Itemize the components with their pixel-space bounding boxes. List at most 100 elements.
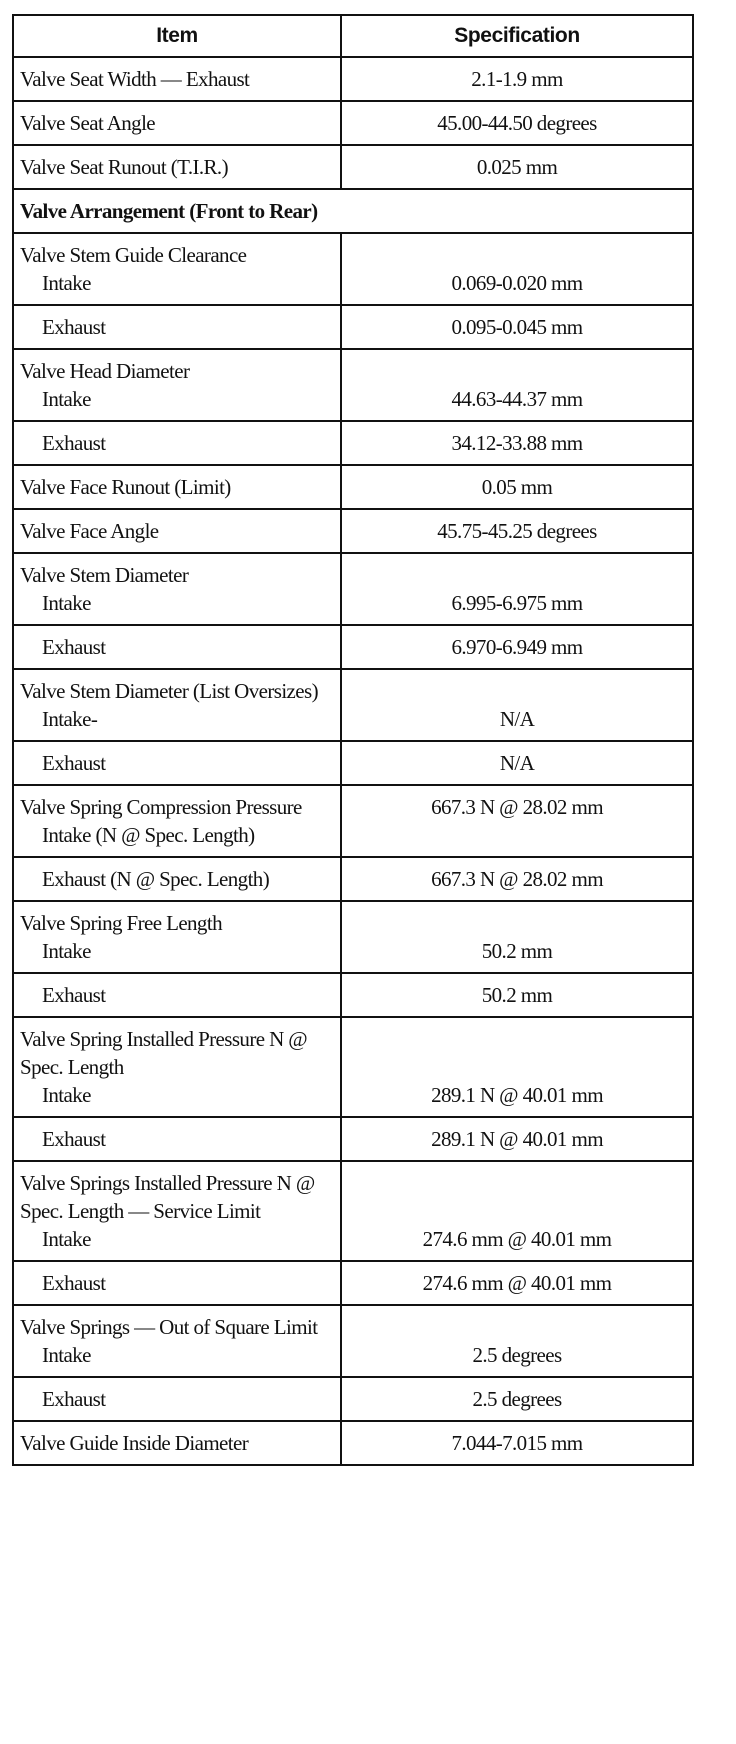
item-cell: Valve Head Diameter Intake: [12, 348, 342, 422]
item-cell: Valve Springs — Out of Square Limit Intak…: [12, 1304, 342, 1378]
table-row: Exhaust 2.5 degrees: [12, 1376, 694, 1422]
item-label: Valve Seat Angle: [20, 111, 156, 135]
sub-item-label: Exhaust: [42, 1271, 106, 1295]
table-row: Valve Face Runout (Limit) 0.05 mm: [12, 464, 694, 510]
table-row: Valve Spring Compression Pressure Intake …: [12, 784, 694, 858]
table-row: Exhaust 0.095-0.045 mm: [12, 304, 694, 350]
item-cell: Valve Guide Inside Diameter: [12, 1420, 342, 1466]
specification-value: N/A: [340, 668, 694, 742]
table-row: Valve Head Diameter Intake 44.63-44.37 mm: [12, 348, 694, 422]
table-row: Exhaust N/A: [12, 740, 694, 786]
table-row: Exhaust 6.970-6.949 mm: [12, 624, 694, 670]
sub-item-label: Intake-: [42, 707, 98, 731]
table-row: Valve Spring Free Length Intake 50.2 mm: [12, 900, 694, 974]
sub-item-label: Intake: [42, 591, 91, 615]
table-row: Valve Spring Installed Pressure N @ Spec…: [12, 1016, 694, 1118]
item-cell: Valve Stem Diameter (List Oversizes) Inta…: [12, 668, 342, 742]
table-row: Exhaust 50.2 mm: [12, 972, 694, 1018]
specification-value: 667.3 N @ 28.02 mm: [340, 856, 694, 902]
sub-item-label: Exhaust: [42, 315, 106, 339]
item-label: Valve Spring Installed Pressure N @ Spec…: [20, 1027, 308, 1079]
specification-value: 45.75-45.25 degrees: [340, 508, 694, 554]
item-label: Valve Seat Runout (T.I.R.): [20, 155, 229, 179]
item-cell: Valve Seat Runout (T.I.R.): [12, 144, 342, 190]
item-cell: Exhaust (N @ Spec. Length): [12, 856, 342, 902]
specification-value: 7.044-7.015 mm: [340, 1420, 694, 1466]
item-label: Valve Spring Free Length: [20, 911, 223, 935]
valve-spec-table: Item Specification Valve Seat Width — Ex…: [12, 14, 694, 1466]
sub-item-label: Exhaust: [42, 983, 106, 1007]
item-cell: Valve Face Runout (Limit): [12, 464, 342, 510]
specification-value: 0.05 mm: [340, 464, 694, 510]
item-cell: Exhaust: [12, 740, 342, 786]
item-cell: Valve Spring Installed Pressure N @ Spec…: [12, 1016, 342, 1118]
table-row: Exhaust 34.12-33.88 mm: [12, 420, 694, 466]
item-cell: Valve Spring Free Length Intake: [12, 900, 342, 974]
sub-item-label: Intake: [42, 1343, 91, 1367]
item-cell: Valve Seat Angle: [12, 100, 342, 146]
item-cell: Valve Spring Compression Pressure Intake …: [12, 784, 342, 858]
section-row: Valve Arrangement (Front to Rear): [12, 188, 694, 234]
table-row: Valve Stem Guide Clearance Intake 0.069-0.…: [12, 232, 694, 306]
table-row: Valve Seat Width — Exhaust 2.1-1.9 mm: [12, 56, 694, 102]
table-row: Valve Stem Diameter (List Oversizes) Inta…: [12, 668, 694, 742]
sub-item-label: Intake: [42, 387, 91, 411]
item-label: Valve Seat Width — Exhaust: [20, 67, 250, 91]
item-label: Valve Stem Guide Clearance: [20, 243, 247, 267]
specification-value: 667.3 N @ 28.02 mm: [340, 784, 694, 858]
specification-value: 289.1 N @ 40.01 mm: [340, 1116, 694, 1162]
item-label: Valve Guide Inside Diameter: [20, 1431, 249, 1455]
item-label: Valve Face Angle: [20, 519, 159, 543]
item-cell: Exhaust: [12, 1260, 342, 1306]
specification-value: 6.995-6.975 mm: [340, 552, 694, 626]
section-title: Valve Arrangement (Front to Rear): [12, 188, 694, 234]
specification-value: 0.069-0.020 mm: [340, 232, 694, 306]
item-label: Valve Springs Installed Pressure N @ Spe…: [20, 1171, 315, 1223]
item-cell: Exhaust: [12, 304, 342, 350]
table-row: Exhaust 289.1 N @ 40.01 mm: [12, 1116, 694, 1162]
sub-item-label: Intake: [42, 939, 91, 963]
table-row: Valve Guide Inside Diameter 7.044-7.015 m…: [12, 1420, 694, 1466]
table-row: Valve Seat Angle 45.00-44.50 degrees: [12, 100, 694, 146]
item-cell: Exhaust: [12, 972, 342, 1018]
specification-value: 45.00-44.50 degrees: [340, 100, 694, 146]
table-row: Exhaust (N @ Spec. Length) 667.3 N @ 28.0…: [12, 856, 694, 902]
item-label: Valve Stem Diameter: [20, 563, 189, 587]
specification-value: 6.970-6.949 mm: [340, 624, 694, 670]
item-cell: Valve Seat Width — Exhaust: [12, 56, 342, 102]
column-header-specification: Specification: [340, 14, 694, 58]
table-row: Valve Stem Diameter Intake 6.995-6.975 mm: [12, 552, 694, 626]
sub-item-label: Intake: [42, 271, 91, 295]
item-label: Valve Springs — Out of Square Limit: [20, 1315, 318, 1339]
item-cell: Valve Face Angle: [12, 508, 342, 554]
sub-item-label: Exhaust: [42, 635, 106, 659]
table-row: Valve Face Angle 45.75-45.25 degrees: [12, 508, 694, 554]
table-row: Valve Seat Runout (T.I.R.) 0.025 mm: [12, 144, 694, 190]
item-cell: Valve Springs Installed Pressure N @ Spe…: [12, 1160, 342, 1262]
sub-item-label: Exhaust: [42, 431, 106, 455]
item-cell: Valve Stem Diameter Intake: [12, 552, 342, 626]
specification-value: 44.63-44.37 mm: [340, 348, 694, 422]
specification-value: 0.025 mm: [340, 144, 694, 190]
table-row: Exhaust 274.6 mm @ 40.01 mm: [12, 1260, 694, 1306]
item-label: Valve Face Runout (Limit): [20, 475, 231, 499]
sub-item-label: Intake: [42, 1083, 91, 1107]
item-label: Valve Head Diameter: [20, 359, 190, 383]
item-cell: Exhaust: [12, 624, 342, 670]
specification-value: 50.2 mm: [340, 900, 694, 974]
table-row: Valve Springs — Out of Square Limit Intak…: [12, 1304, 694, 1378]
item-cell: Exhaust: [12, 1376, 342, 1422]
item-cell: Exhaust: [12, 420, 342, 466]
specification-value: 50.2 mm: [340, 972, 694, 1018]
sub-item-label: Exhaust (N @ Spec. Length): [42, 867, 270, 891]
item-label: Valve Spring Compression Pressure: [20, 795, 302, 819]
specification-value: N/A: [340, 740, 694, 786]
specification-value: 0.095-0.045 mm: [340, 304, 694, 350]
sub-item-label: Intake: [42, 1227, 91, 1251]
sub-item-label: Exhaust: [42, 1127, 106, 1151]
specification-value: 34.12-33.88 mm: [340, 420, 694, 466]
header-row: Item Specification: [12, 14, 694, 58]
specification-value: 2.5 degrees: [340, 1376, 694, 1422]
specification-value: 2.1-1.9 mm: [340, 56, 694, 102]
item-cell: Exhaust: [12, 1116, 342, 1162]
